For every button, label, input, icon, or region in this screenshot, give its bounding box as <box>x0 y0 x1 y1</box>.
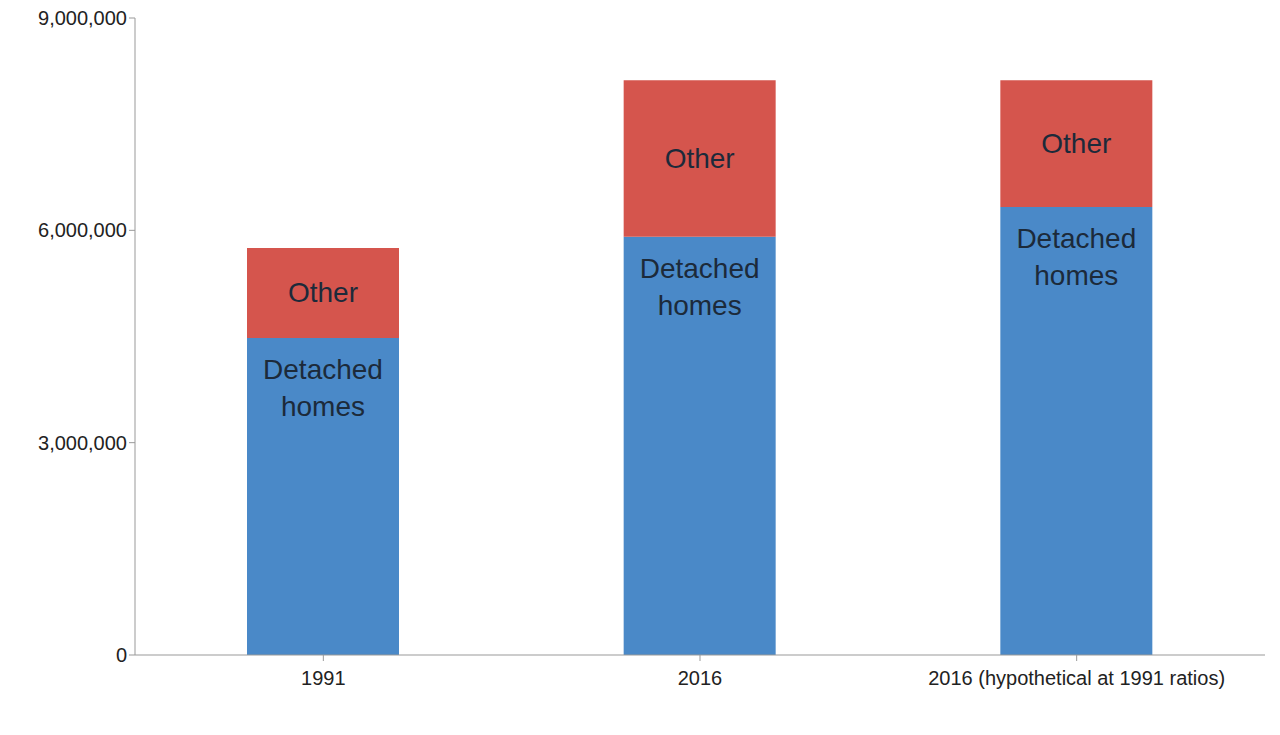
svg-text:homes: homes <box>281 391 365 422</box>
svg-text:Other: Other <box>288 277 358 308</box>
svg-text:9,000,000: 9,000,000 <box>38 7 127 29</box>
svg-text:3,000,000: 3,000,000 <box>38 432 127 454</box>
svg-text:2016: 2016 <box>678 667 723 689</box>
svg-text:Detached: Detached <box>1016 223 1136 254</box>
svg-text:Detached: Detached <box>640 253 760 284</box>
svg-text:Other: Other <box>665 143 735 174</box>
svg-text:Other: Other <box>1041 128 1111 159</box>
svg-text:0: 0 <box>116 644 127 666</box>
svg-text:1991: 1991 <box>301 667 346 689</box>
svg-text:6,000,000: 6,000,000 <box>38 219 127 241</box>
svg-text:2016 (hypothetical at 1991 rat: 2016 (hypothetical at 1991 ratios) <box>928 667 1225 689</box>
svg-text:homes: homes <box>658 290 742 321</box>
svg-text:Detached: Detached <box>263 354 383 385</box>
svg-text:homes: homes <box>1034 260 1118 291</box>
